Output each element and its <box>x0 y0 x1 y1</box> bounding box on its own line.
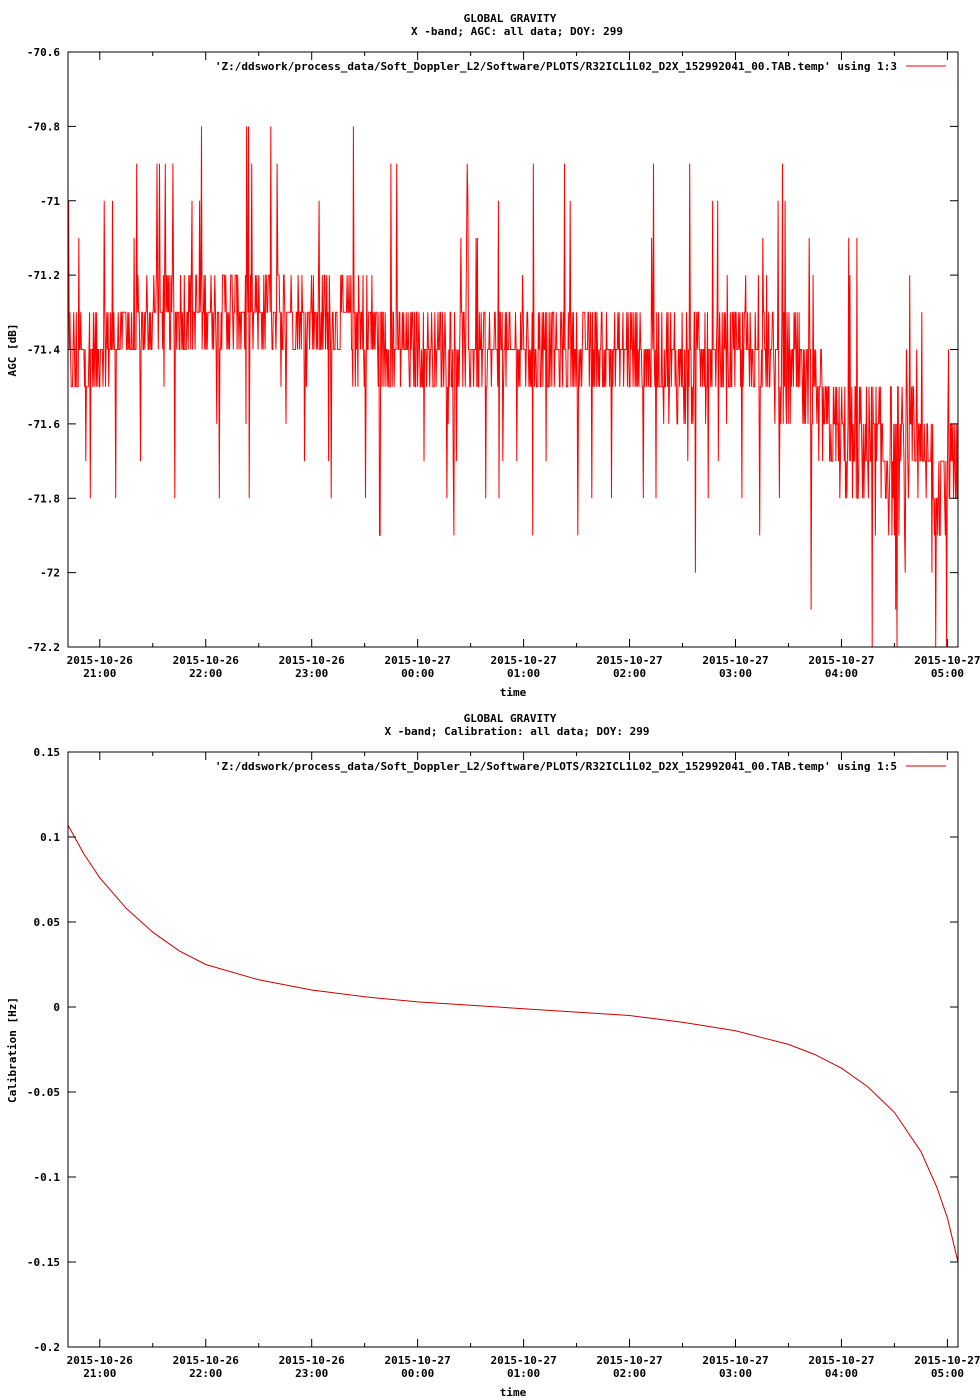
agc-axes: -70.6 -70.8 -71 -71.2 -71.4 -71.6 -71.8 -72 -72.… <box>27 46 980 680</box>
calibration-series-line <box>67 824 959 1263</box>
agc-xtick-date-label: 2015-10-26 <box>279 654 346 667</box>
agc-xtick-time-label: 21:00 <box>83 667 116 680</box>
agc-ytick-label: -70.6 <box>27 46 60 59</box>
agc-ytick-label: -71.8 <box>27 492 60 505</box>
calibration-ytick-label: 0.1 <box>40 831 60 844</box>
calibration-xtick-date-label: 2015-10-27 <box>702 1354 768 1367</box>
calibration-xtick-time-label: 03:00 <box>719 1367 752 1380</box>
agc-chart-subtitle: X -band; AGC: all data; DOY: 299 <box>411 25 623 38</box>
agc-legend-label: 'Z:/ddswork/process_data/Soft_Doppler_L2… <box>215 60 897 73</box>
agc-xtick-time-label: 05:00 <box>931 667 964 680</box>
agc-xtick-date-label: 2015-10-27 <box>914 654 980 667</box>
agc-y-axis-label: AGC [dB] <box>6 324 19 377</box>
calibration-xtick-time-label: 21:00 <box>83 1367 116 1380</box>
agc-chart: GLOBAL GRAVITY X -band; AGC: all data; D… <box>6 12 980 699</box>
agc-xtick-date-label: 2015-10-27 <box>702 654 768 667</box>
calibration-plot-frame <box>67 751 959 1348</box>
calibration-ytick-label: -0.15 <box>27 1256 60 1269</box>
agc-xtick-time-label: 02:00 <box>613 667 646 680</box>
calibration-xtick-date-label: 2015-10-27 <box>914 1354 980 1367</box>
calibration-xtick-time-label: 04:00 <box>825 1367 858 1380</box>
agc-ytick-label: -70.8 <box>27 120 60 133</box>
calibration-xtick-date-label: 2015-10-27 <box>596 1354 662 1367</box>
calibration-chart: GLOBAL GRAVITY X -band; Calibration: all… <box>6 712 980 1399</box>
agc-xtick-date-label: 2015-10-27 <box>596 654 662 667</box>
agc-xtick-time-label: 00:00 <box>401 667 434 680</box>
calibration-chart-title: GLOBAL GRAVITY <box>464 712 557 725</box>
agc-xtick-date-label: 2015-10-27 <box>808 654 874 667</box>
agc-xtick-time-label: 04:00 <box>825 667 858 680</box>
agc-xtick-date-label: 2015-10-26 <box>67 654 134 667</box>
agc-xtick-date-label: 2015-10-26 <box>173 654 240 667</box>
agc-xtick-time-label: 23:00 <box>295 667 328 680</box>
calibration-xtick-date-label: 2015-10-27 <box>808 1354 874 1367</box>
agc-ytick-label: -71.4 <box>27 344 60 357</box>
agc-x-axis-label: time <box>500 686 527 699</box>
agc-xtick-date-label: 2015-10-27 <box>490 654 556 667</box>
calibration-ytick-label: -0.1 <box>34 1171 61 1184</box>
calibration-chart-subtitle: X -band; Calibration: all data; DOY: 299 <box>385 725 650 738</box>
agc-xtick-time-label: 22:00 <box>189 667 222 680</box>
calibration-ytick-label: -0.05 <box>27 1086 60 1099</box>
calibration-xtick-time-label: 01:00 <box>507 1367 540 1380</box>
calibration-xtick-date-label: 2015-10-26 <box>173 1354 240 1367</box>
agc-ytick-label: -71.6 <box>27 418 60 431</box>
calibration-xtick-date-label: 2015-10-26 <box>67 1354 134 1367</box>
calibration-legend-label: 'Z:/ddswork/process_data/Soft_Doppler_L2… <box>215 760 897 773</box>
calibration-ytick-label: -0.2 <box>34 1341 61 1354</box>
agc-xtick-time-label: 03:00 <box>719 667 752 680</box>
calibration-xtick-date-label: 2015-10-26 <box>279 1354 346 1367</box>
agc-plot-data <box>67 126 959 648</box>
agc-plot-frame <box>67 51 959 648</box>
calibration-xtick-date-label: 2015-10-27 <box>385 1354 451 1367</box>
calibration-plot-data <box>67 824 959 1263</box>
calibration-y-axis-label: Calibration [Hz] <box>6 997 19 1103</box>
calibration-x-axis-label: time <box>500 1386 527 1399</box>
calibration-xtick-time-label: 05:00 <box>931 1367 964 1380</box>
agc-ytick-label: -71.2 <box>27 269 60 282</box>
calibration-xtick-time-label: 23:00 <box>295 1367 328 1380</box>
calibration-ytick-label: 0.15 <box>34 746 61 759</box>
agc-chart-title: GLOBAL GRAVITY <box>464 12 557 25</box>
agc-series-line <box>67 126 959 648</box>
calibration-ytick-label: 0 <box>53 1001 60 1014</box>
agc-ytick-label: -71 <box>40 195 60 208</box>
agc-xtick-time-label: 01:00 <box>507 667 540 680</box>
agc-ytick-label: -72 <box>40 567 60 580</box>
calibration-ytick-label: 0.05 <box>34 916 61 929</box>
calibration-axes: 0.15 0.1 0.05 0 -0.05 -0.1 -0.15 -0.2 2015-10-26… <box>27 746 980 1380</box>
agc-ytick-label: -72.2 <box>27 641 60 654</box>
calibration-xtick-time-label: 02:00 <box>613 1367 646 1380</box>
agc-xtick-date-label: 2015-10-27 <box>385 654 451 667</box>
calibration-xtick-date-label: 2015-10-27 <box>490 1354 556 1367</box>
calibration-xtick-time-label: 00:00 <box>401 1367 434 1380</box>
calibration-xtick-time-label: 22:00 <box>189 1367 222 1380</box>
